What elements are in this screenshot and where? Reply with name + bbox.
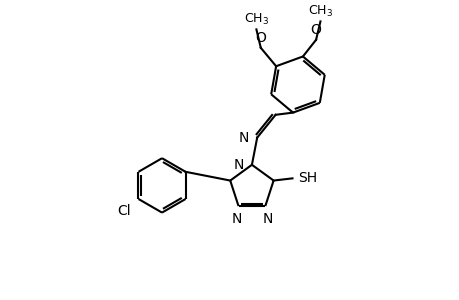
Text: N: N (262, 212, 272, 226)
Text: N: N (230, 212, 241, 226)
Text: Cl: Cl (117, 204, 130, 218)
Text: N: N (238, 130, 249, 145)
Text: CH$_3$: CH$_3$ (307, 4, 332, 19)
Text: SH: SH (297, 171, 316, 185)
Text: O: O (310, 23, 321, 37)
Text: CH$_3$: CH$_3$ (243, 12, 269, 27)
Text: N: N (233, 158, 244, 172)
Text: O: O (255, 31, 266, 45)
